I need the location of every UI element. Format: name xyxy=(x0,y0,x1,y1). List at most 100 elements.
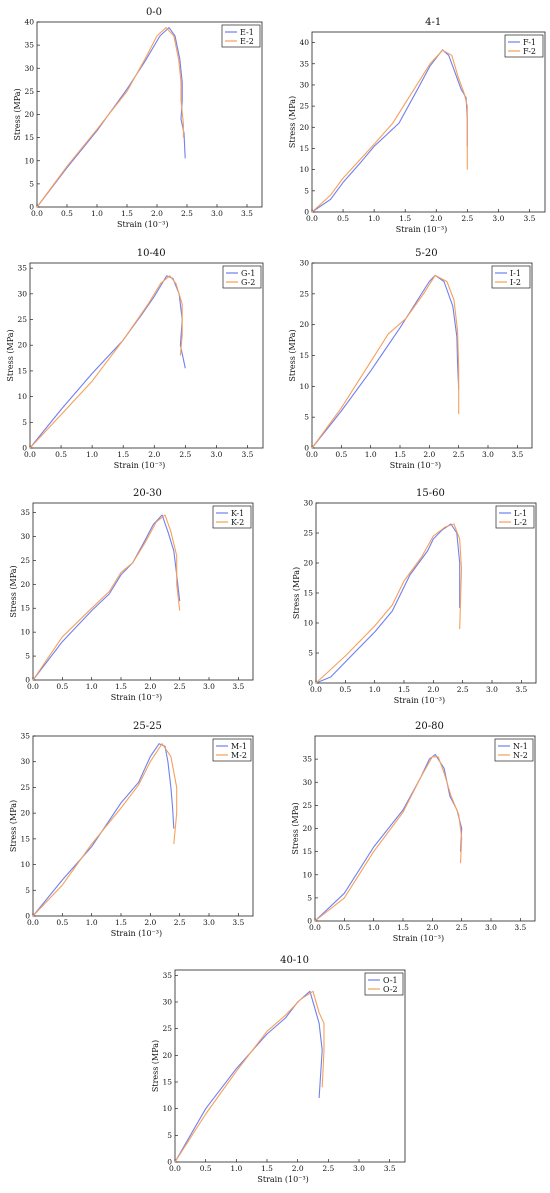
y-tick-label: 20 xyxy=(299,320,309,329)
y-axis-label: Stress (MPa) xyxy=(288,96,297,148)
x-tick-label: 2.0 xyxy=(427,685,439,694)
y-tick-label: 20 xyxy=(20,809,30,818)
x-tick-label: 3.5 xyxy=(511,450,523,459)
legend-label: L-1 xyxy=(514,509,527,518)
x-tick-label: 1.5 xyxy=(397,923,409,932)
x-tick-label: 0.0 xyxy=(27,682,39,691)
x-tick-label: 2.5 xyxy=(179,450,191,459)
y-tick-label: 10 xyxy=(299,165,309,174)
series-line xyxy=(29,275,183,449)
chart-panel: 5-20 0.0 0.5 1.0 1.5 2.0 2.5 3.0 3.5 0 5 10 15 20 25 30… xyxy=(288,248,533,470)
y-tick-label: 25 xyxy=(17,315,27,324)
chart-panel: 4-1 0.0 0.5 1.0 1.5 2.0 2.5 3.0 3.5 0 5 10 15 20 25 30 3… xyxy=(288,17,546,234)
x-tick-label: 1.0 xyxy=(230,1164,242,1173)
y-tick-label: 5 xyxy=(29,179,34,188)
y-axis-label: Stress (MPa) xyxy=(6,329,15,381)
x-tick-label: 1.0 xyxy=(91,209,103,218)
series-line xyxy=(311,49,468,213)
legend-label: E-2 xyxy=(240,37,254,46)
legend-label: I-2 xyxy=(510,278,521,287)
y-tick-label: 30 xyxy=(17,289,27,298)
y-tick-label: 20 xyxy=(20,580,30,589)
y-tick-label: 40 xyxy=(299,38,309,47)
series-line xyxy=(314,756,463,922)
x-tick-label: 3.5 xyxy=(384,1164,396,1173)
y-tick-label: 20 xyxy=(303,559,313,568)
chart-title: 4-1 xyxy=(425,17,441,28)
x-tick-label: 0.0 xyxy=(27,918,39,927)
series-line xyxy=(314,753,463,922)
y-tick-label: 5 xyxy=(307,893,312,902)
plot-frame xyxy=(32,502,254,681)
legend-label: K-2 xyxy=(231,518,244,527)
y-tick-label: 10 xyxy=(24,156,34,165)
plot-frame xyxy=(311,31,546,213)
x-tick-label: 0.5 xyxy=(55,450,67,459)
x-tick-label: 2.0 xyxy=(144,682,156,691)
y-axis-label: Stress (MPa) xyxy=(13,88,22,140)
y-tick-label: 25 xyxy=(299,102,309,111)
y-tick-label: 35 xyxy=(24,41,34,50)
x-tick-label: 1.5 xyxy=(398,685,410,694)
y-tick-label: 5 xyxy=(25,652,30,661)
legend-label: O-1 xyxy=(383,976,398,985)
x-tick-label: 2.0 xyxy=(148,450,160,459)
x-tick-label: 1.5 xyxy=(115,682,127,691)
chart-panel: 10-40 0.0 0.5 1.0 1.5 2.0 2.5 3.0 3.5 0 5 10 15 20 25 3… xyxy=(6,248,264,470)
y-tick-label: 40 xyxy=(24,18,34,27)
x-tick-label: 2.5 xyxy=(181,209,193,218)
x-tick-label: 3.0 xyxy=(482,450,494,459)
x-tick-label: 0.0 xyxy=(306,214,318,223)
x-tick-label: 0.0 xyxy=(309,923,321,932)
y-tick-label: 5 xyxy=(167,1131,172,1140)
y-tick-label: 20 xyxy=(162,1051,172,1060)
legend-label: F-2 xyxy=(523,47,536,56)
x-tick-label: 2.0 xyxy=(151,209,163,218)
y-tick-label: 25 xyxy=(302,801,312,810)
legend-label: M-1 xyxy=(231,742,247,751)
y-tick-label: 25 xyxy=(20,556,30,565)
x-tick-label: 1.0 xyxy=(86,450,98,459)
y-tick-label: 20 xyxy=(302,824,312,833)
y-axis-label: Stress (MPa) xyxy=(9,800,18,852)
x-axis-label: Strain (10⁻³) xyxy=(394,696,445,705)
plot-frame xyxy=(315,502,537,684)
y-tick-label: 0 xyxy=(25,912,30,921)
chart-title: 10-40 xyxy=(137,248,166,259)
x-tick-label: 3.5 xyxy=(232,682,244,691)
chart-title: 20-80 xyxy=(415,721,444,732)
y-tick-label: 5 xyxy=(308,649,313,658)
y-tick-label: 0 xyxy=(307,917,312,926)
y-tick-label: 20 xyxy=(24,110,34,119)
x-tick-label: 3.0 xyxy=(485,923,497,932)
x-tick-label: 2.5 xyxy=(456,923,468,932)
plot-frame xyxy=(314,735,536,922)
x-tick-label: 3.0 xyxy=(486,685,498,694)
x-axis-label: Strain (10⁻³) xyxy=(111,929,162,938)
y-tick-label: 15 xyxy=(24,133,34,142)
y-tick-label: 15 xyxy=(303,589,313,598)
series-line xyxy=(174,990,325,1163)
series-line xyxy=(315,523,463,684)
y-tick-label: 0 xyxy=(25,676,30,685)
chart-title: 15-60 xyxy=(416,488,445,499)
y-tick-label: 0 xyxy=(29,203,34,212)
x-axis-label: Strain (10⁻³) xyxy=(396,225,447,234)
x-tick-label: 1.0 xyxy=(368,923,380,932)
plot-frame xyxy=(311,262,533,449)
chart-panel: 15-60 0.0 0.5 1.0 1.5 2.0 2.5 3.0 3.5 0 5 10 15 20 25 3… xyxy=(292,488,537,705)
plot-frame xyxy=(174,969,406,1163)
x-tick-label: 2.5 xyxy=(174,682,186,691)
x-tick-label: 2.0 xyxy=(426,923,438,932)
legend-label: N-1 xyxy=(513,742,528,751)
x-tick-label: 2.0 xyxy=(430,214,442,223)
chart-title: 40-10 xyxy=(280,955,309,966)
x-tick-label: 1.0 xyxy=(86,682,98,691)
x-axis-label: Strain (10⁻³) xyxy=(117,220,168,229)
legend-label: I-1 xyxy=(510,269,521,278)
x-tick-label: 1.0 xyxy=(86,918,98,927)
y-tick-label: 35 xyxy=(299,59,309,68)
series-line xyxy=(315,523,461,684)
x-tick-label: 0.5 xyxy=(61,209,73,218)
x-tick-label: 0.0 xyxy=(169,1164,181,1173)
